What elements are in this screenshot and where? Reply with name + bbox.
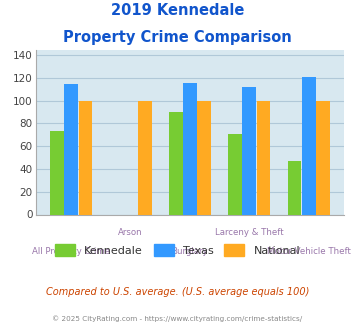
Legend: Kennedale, Texas, National: Kennedale, Texas, National [50,240,305,260]
Bar [257,101,271,214]
Bar [197,101,211,214]
Text: Compared to U.S. average. (U.S. average equals 100): Compared to U.S. average. (U.S. average … [46,287,309,297]
Bar [242,87,256,214]
Bar [138,101,152,214]
Bar [302,77,316,214]
Text: Burglary: Burglary [171,248,208,256]
Bar [316,101,330,214]
Bar [228,134,242,214]
Bar [183,82,197,214]
Text: Larceny & Theft: Larceny & Theft [215,228,284,237]
Bar [288,161,301,214]
Text: 2019 Kennedale: 2019 Kennedale [111,3,244,18]
Text: Arson: Arson [118,228,143,237]
Text: Property Crime Comparison: Property Crime Comparison [63,30,292,45]
Bar [64,83,78,214]
Text: Motor Vehicle Theft: Motor Vehicle Theft [267,248,351,256]
Bar [78,101,92,214]
Text: All Property Crime: All Property Crime [32,248,110,256]
Bar [169,112,182,214]
Bar [50,131,64,214]
Text: © 2025 CityRating.com - https://www.cityrating.com/crime-statistics/: © 2025 CityRating.com - https://www.city… [53,315,302,322]
